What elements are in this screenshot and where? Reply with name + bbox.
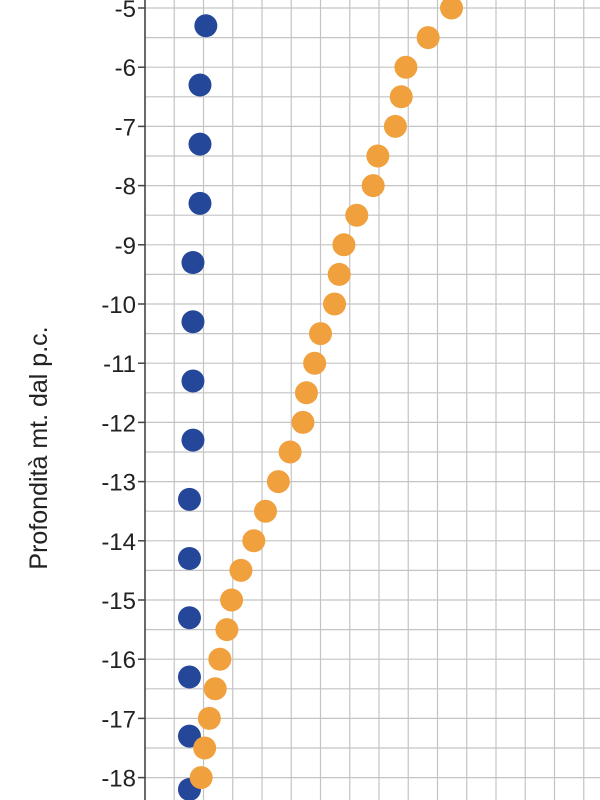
y-tick-label: -6 bbox=[115, 55, 136, 82]
data-point-series-2 bbox=[332, 233, 356, 257]
data-point-series-2 bbox=[294, 381, 318, 405]
data-point-series-2 bbox=[327, 262, 351, 286]
y-axis-ticks: -5 -6 -7 -8 -9 -10 -11 -12 -13 -14 -15 -16 -17 -18 bbox=[101, 0, 145, 793]
y-axis-label: Profondità mt. dal p.c. bbox=[25, 326, 53, 569]
y-tick-label: -13 bbox=[101, 470, 136, 497]
data-point-series-2 bbox=[309, 322, 332, 346]
data-point-series-2 bbox=[208, 647, 232, 671]
y-tick-label: -11 bbox=[103, 351, 136, 378]
data-point-series-1 bbox=[177, 547, 201, 571]
data-point-series-2 bbox=[242, 529, 266, 553]
data-point-series-2 bbox=[440, 0, 464, 20]
data-point-series-2 bbox=[220, 588, 244, 612]
y-tick-label: -18 bbox=[101, 766, 136, 793]
data-point-series-1 bbox=[177, 606, 201, 630]
data-point-series-2 bbox=[189, 766, 213, 790]
y-tick-label: -5 bbox=[115, 0, 136, 23]
data-point-series-2 bbox=[361, 174, 385, 198]
data-point-series-2 bbox=[394, 55, 418, 79]
data-point-series-2 bbox=[229, 558, 253, 582]
data-point-series-1 bbox=[188, 132, 212, 156]
data-point-series-1 bbox=[181, 251, 205, 275]
grid bbox=[144, 0, 600, 800]
data-point-series-1 bbox=[188, 73, 212, 97]
data-point-series-2 bbox=[197, 706, 221, 730]
data-point-series-2 bbox=[254, 499, 278, 523]
data-point-series-1 bbox=[181, 428, 205, 452]
data-point-series-2 bbox=[266, 470, 290, 494]
y-tick-label: -8 bbox=[115, 174, 136, 201]
y-tick-label: -15 bbox=[101, 588, 136, 615]
data-point-series-2 bbox=[323, 292, 347, 316]
data-point-series-2 bbox=[303, 351, 327, 375]
y-tick-label: -14 bbox=[101, 529, 136, 556]
data-point-series-2 bbox=[416, 26, 440, 50]
data-point-series-1 bbox=[181, 310, 205, 334]
data-point-series-1 bbox=[194, 14, 218, 38]
data-point-series-2 bbox=[389, 85, 413, 109]
data-points bbox=[177, 0, 464, 800]
y-tick-label: -10 bbox=[101, 292, 136, 319]
y-tick-label: -7 bbox=[115, 114, 136, 141]
data-point-series-2 bbox=[203, 677, 227, 701]
data-point-series-2 bbox=[345, 203, 369, 227]
data-point-series-2 bbox=[291, 410, 315, 434]
data-point-series-1 bbox=[181, 369, 205, 393]
data-point-series-1 bbox=[177, 487, 201, 511]
data-point-series-2 bbox=[366, 144, 390, 168]
data-point-series-1 bbox=[188, 191, 212, 215]
data-point-series-2 bbox=[193, 736, 217, 760]
data-point-series-1 bbox=[177, 665, 201, 689]
data-point-series-2 bbox=[278, 440, 302, 464]
y-tick-label: -17 bbox=[101, 706, 136, 733]
y-tick-label: -9 bbox=[115, 233, 136, 260]
y-tick-label: -12 bbox=[101, 410, 136, 437]
data-point-series-2 bbox=[215, 618, 239, 642]
data-point-series-2 bbox=[383, 114, 407, 138]
y-tick-label: -16 bbox=[101, 647, 136, 674]
